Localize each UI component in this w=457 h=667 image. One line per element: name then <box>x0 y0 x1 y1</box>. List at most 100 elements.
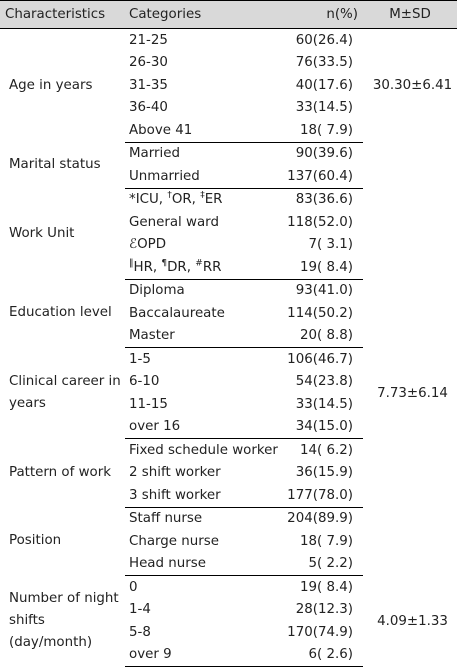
table-row: Age in years 21-25 60(26.4) 30.30±6.41 <box>0 29 457 93</box>
table-row: Charge nurse 18( 7.9) <box>0 530 457 553</box>
footnote-marker: * <box>129 192 136 208</box>
table-row: 11-15 33(14.5) <box>0 393 457 416</box>
category-cell: 0 <box>129 579 138 595</box>
table-row: 26-30 76(33.5) <box>0 52 457 75</box>
count-cell: 7( 3.1) <box>308 237 353 253</box>
mean-sd-empty <box>363 507 457 576</box>
header-categories: Categories <box>125 0 275 29</box>
category-cell: 1-5 <box>129 351 151 367</box>
table-row: Clinical career in years 1-5 106(46.7) 7… <box>0 348 457 411</box>
category-cell: Baccalaureate <box>129 305 225 321</box>
category-cell: *ICU, †OR, ‡ER <box>125 188 275 211</box>
characteristic-marital-status: Marital status <box>9 157 101 172</box>
count-cell: 114(50.2) <box>287 305 353 321</box>
category-cell: 5-8 <box>129 624 151 640</box>
header-characteristics: Characteristics <box>0 0 125 29</box>
category-cell: 36-40 <box>129 100 168 116</box>
category-cell: Head nurse <box>125 552 275 576</box>
category-part: RR <box>202 259 222 275</box>
table-row: 31-35 40(17.6) <box>0 74 457 97</box>
mean-sd-empty <box>363 439 457 508</box>
count-cell: 204(89.9) <box>287 511 353 527</box>
count-cell: 34(15.0) <box>275 415 363 439</box>
table-row: 5-8 170(74.9) <box>0 621 457 644</box>
table-row: Head nurse 5( 2.2) <box>0 552 457 576</box>
table-row: General ward 118(52.0) <box>0 211 457 234</box>
characteristic-clinical-career: Clinical career in years <box>9 374 121 411</box>
category-cell: 3 shift worker <box>125 484 275 508</box>
characteristic-work-unit: Work Unit <box>9 225 75 241</box>
category-part: HR, <box>133 259 162 275</box>
count-cell: 19( 8.4) <box>275 256 363 280</box>
count-cell: 177(78.0) <box>275 484 363 508</box>
category-cell: 26-30 <box>129 55 168 71</box>
category-part: ER <box>204 192 223 208</box>
category-part: ICU, <box>135 192 168 208</box>
table-row: Master 20( 8.8) <box>0 324 457 348</box>
count-cell: 106(46.7) <box>287 351 353 367</box>
count-cell: 33(14.5) <box>295 100 353 116</box>
category-cell: Master <box>125 324 275 348</box>
category-cell: Diploma <box>129 283 185 299</box>
category-cell: ‖HR, ¶DR, #RR <box>125 256 275 280</box>
footnote-marker: ‡ <box>200 190 205 201</box>
category-cell: Married <box>129 146 180 162</box>
header-mean-sd: M±SD <box>363 0 457 29</box>
table-row: Pattern of work Fixed schedule worker 14… <box>0 439 457 480</box>
table-row: Baccalaureate 114(50.2) <box>0 302 457 325</box>
table-row: Work Unit *ICU, †OR, ‡ER 83(36.6) <box>0 188 457 240</box>
category-cell: 6-10 <box>129 374 160 390</box>
mean-sd-empty <box>363 279 457 348</box>
count-cell: 60(26.4) <box>295 32 353 48</box>
category-part: OR, <box>171 192 201 208</box>
count-cell: 5( 2.2) <box>275 552 363 576</box>
mean-sd-age: 30.30±6.41 <box>372 78 453 93</box>
category-cell: 11-15 <box>129 396 168 412</box>
category-cell: Unmarried <box>125 165 275 189</box>
count-cell: 14( 6.2) <box>299 442 353 458</box>
count-cell: 118(52.0) <box>287 214 353 230</box>
count-cell: 93(41.0) <box>295 283 353 299</box>
characteristic-pattern-of-work: Pattern of work <box>9 464 111 480</box>
table-row: 36-40 33(14.5) <box>0 97 457 120</box>
footnote-marker: # <box>195 258 203 269</box>
mean-sd-empty <box>363 142 457 188</box>
footnote-marker: ℰ <box>129 237 138 253</box>
table-row: 1-4 28(12.3) <box>0 599 457 622</box>
table-row: Marital status Married 90(39.6) <box>0 142 457 172</box>
category-part: OPD <box>137 237 167 253</box>
count-cell: 137(60.4) <box>275 165 363 189</box>
category-cell: 1-4 <box>129 602 151 618</box>
count-cell: 90(39.6) <box>295 146 353 162</box>
count-cell: 36(15.9) <box>295 465 353 481</box>
count-cell: 20( 8.8) <box>275 324 363 348</box>
footnote-marker: ‖ <box>129 258 134 269</box>
count-cell: 6( 2.6) <box>275 643 363 667</box>
count-cell: 33(14.5) <box>295 396 353 412</box>
characteristic-age: Age in years <box>9 77 93 93</box>
count-cell: 28(12.3) <box>295 602 353 618</box>
table-row: Education level Diploma 93(41.0) <box>0 279 457 320</box>
table-row: ℰOPD 7( 3.1) <box>0 234 457 257</box>
characteristic-education-level: Education level <box>9 305 112 321</box>
category-cell: 21-25 <box>129 32 168 48</box>
table-row: 6-10 54(23.8) <box>0 371 457 394</box>
category-cell: ℰOPD <box>125 234 275 257</box>
characteristic-position: Position <box>9 533 62 549</box>
category-cell: Staff nurse <box>129 511 203 527</box>
category-part: DR, <box>167 259 196 275</box>
count-cell: 170(74.9) <box>287 624 353 640</box>
table-row: over 16 34(15.0) <box>0 415 457 439</box>
count-cell: 18( 7.9) <box>275 119 363 143</box>
mean-sd-night-shifts: 4.09±1.33 <box>377 613 448 629</box>
category-cell: General ward <box>129 214 219 230</box>
characteristic-night-shifts: Number of night shifts (day/month) <box>9 591 119 650</box>
table-row: Number of night shifts (day/month) 0 19(… <box>0 576 457 650</box>
table-row: 3 shift worker 177(78.0) <box>0 484 457 508</box>
count-cell: 54(23.8) <box>295 374 353 390</box>
mean-sd-empty <box>363 188 457 279</box>
count-cell: 40(17.6) <box>295 77 353 93</box>
header-row: Characteristics Categories n(%) M±SD <box>0 0 457 29</box>
table-row: Above 41 18( 7.9) <box>0 119 457 143</box>
